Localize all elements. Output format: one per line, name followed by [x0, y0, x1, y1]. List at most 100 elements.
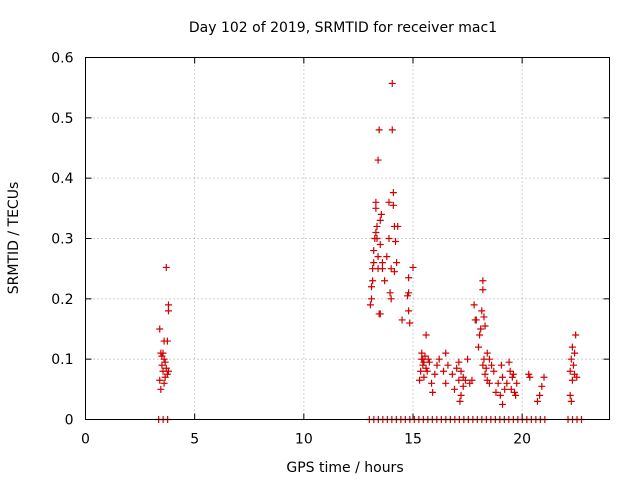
- data-point: [508, 373, 516, 381]
- x-tick-label: 0: [81, 432, 90, 448]
- data-point: [459, 382, 467, 390]
- grid: [85, 57, 610, 420]
- data-point: [162, 263, 170, 271]
- data-point: [481, 370, 489, 378]
- data-point: [416, 376, 424, 384]
- data-point: [475, 343, 482, 351]
- y-axis-label: SRMTID / TECUs: [6, 182, 22, 295]
- data-point: [406, 319, 414, 327]
- data-point: [164, 301, 172, 309]
- data-point: [405, 274, 413, 282]
- data-point: [158, 361, 166, 369]
- data-point: [425, 358, 433, 366]
- data-point: [157, 385, 165, 393]
- data-point: [444, 361, 452, 369]
- data-point: [387, 295, 395, 303]
- x-tick-label: 5: [190, 432, 199, 448]
- data-point: [372, 198, 380, 206]
- data-point: [496, 391, 504, 399]
- data-point: [571, 349, 579, 357]
- plot-frame: [85, 57, 610, 420]
- data-point: [389, 201, 397, 209]
- data-point: [378, 259, 386, 267]
- data-point: [373, 235, 381, 242]
- data-point: [456, 397, 464, 405]
- x-tick-label: 20: [513, 432, 531, 448]
- data-point: [375, 126, 383, 134]
- data-point: [513, 379, 521, 387]
- data-point: [468, 376, 476, 384]
- data-point: [479, 286, 487, 294]
- data-point: [464, 355, 472, 363]
- data-point: [431, 370, 439, 378]
- data-point: [385, 235, 393, 242]
- data-point: [442, 379, 450, 387]
- data-point: [461, 376, 469, 384]
- data-point: [479, 277, 487, 285]
- data-point: [156, 376, 164, 384]
- data-point: [404, 292, 412, 300]
- data-point: [433, 361, 441, 369]
- data-point: [422, 331, 430, 339]
- data-point: [374, 156, 382, 164]
- y-tick-label: 0.4: [51, 171, 73, 187]
- y-tick-label: 0.5: [51, 111, 73, 127]
- data-point: [377, 210, 385, 218]
- data-point: [386, 289, 394, 297]
- data-point: [385, 198, 393, 206]
- data-point: [566, 391, 574, 399]
- y-tick-label: 0.1: [51, 352, 73, 368]
- data-point: [472, 316, 480, 324]
- data-point: [479, 361, 487, 369]
- x-axis-label: GPS time / hours: [286, 460, 403, 476]
- data-point: [572, 331, 580, 339]
- data-point: [567, 397, 575, 405]
- data-point: [374, 253, 382, 261]
- data-point: [429, 388, 437, 396]
- data-point: [160, 379, 168, 387]
- data-point: [369, 277, 377, 285]
- data-point: [393, 259, 401, 267]
- data-point: [509, 370, 517, 378]
- data-point: [383, 253, 391, 261]
- data-point: [492, 388, 500, 396]
- data-point: [372, 228, 380, 236]
- y-tick-label: 0.2: [51, 292, 73, 308]
- data-point: [373, 222, 381, 230]
- data-point: [420, 373, 428, 381]
- data-point: [388, 79, 396, 87]
- x-tick-label: 10: [295, 432, 313, 448]
- data-point: [398, 316, 406, 324]
- data-point: [388, 126, 396, 134]
- data-point: [378, 265, 386, 273]
- data-point: [483, 349, 491, 357]
- data-point: [457, 367, 465, 375]
- data-point: [488, 361, 496, 369]
- data-point: [163, 370, 171, 378]
- data-point: [164, 367, 172, 375]
- data-point: [156, 325, 164, 333]
- data-point: [390, 268, 398, 276]
- data-point: [450, 385, 458, 393]
- data-point: [507, 385, 515, 393]
- data-point: [405, 307, 413, 315]
- data-point: [536, 391, 544, 399]
- data-point: [482, 364, 490, 372]
- data-point: [568, 376, 576, 384]
- data-point: [499, 373, 507, 381]
- data-point: [457, 391, 465, 399]
- data-point: [376, 241, 384, 249]
- data-point: [540, 373, 548, 381]
- data-point: [387, 265, 395, 273]
- data-point: [435, 355, 443, 363]
- data-point: [381, 277, 389, 285]
- data-point: [417, 367, 425, 375]
- data-point: [419, 361, 427, 369]
- data-point: [485, 379, 493, 387]
- data-point: [476, 331, 484, 339]
- data-point: [568, 343, 576, 351]
- data-point: [440, 367, 448, 375]
- data-point: [370, 247, 378, 255]
- data-point: [366, 301, 374, 309]
